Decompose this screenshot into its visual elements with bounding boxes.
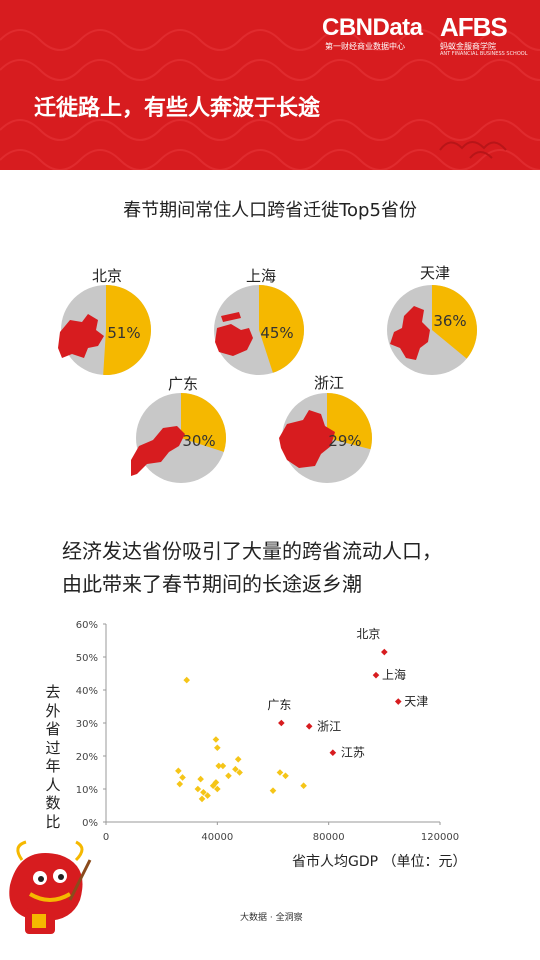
lion-dance-mascot: [9, 840, 92, 934]
pie-percent-label: 29%: [328, 432, 361, 450]
y-axis-label-char: 省: [45, 720, 61, 738]
province-point: [219, 762, 227, 770]
province-point: [212, 736, 220, 743]
pie-province-label: 天津: [420, 264, 451, 282]
y-axis-label-char: 过: [45, 738, 61, 757]
province-point: [183, 676, 191, 684]
pie-percent-label: 45%: [260, 324, 293, 342]
y-axis-label-char: 人: [45, 775, 61, 794]
province-map-icon: [58, 314, 104, 358]
pie-province-label: 浙江: [314, 374, 345, 392]
province-point: [225, 772, 232, 780]
province-point: [214, 744, 221, 752]
province-point: [215, 762, 223, 770]
source-footer: 大数据 · 全洞察: [240, 913, 303, 923]
x-tick-label: 80000: [313, 832, 345, 843]
province-point: [200, 789, 207, 796]
highlight-point: [394, 698, 402, 705]
y-tick-label: 20%: [76, 752, 98, 763]
pie-1: 51%: [58, 285, 152, 375]
y-axis-label-char: 年: [45, 757, 61, 775]
province-point: [269, 787, 277, 794]
province-map-icon: [279, 410, 335, 468]
province-map-icon: [215, 312, 253, 356]
province-point: [282, 772, 289, 780]
afbs-logo: AFBS: [440, 12, 508, 42]
point-label: 北京: [356, 627, 380, 641]
point-label: 江苏: [341, 746, 365, 760]
y-tick-label: 0%: [82, 818, 98, 829]
x-tick-label: 120000: [421, 832, 459, 843]
pie-3: 36%: [387, 285, 477, 375]
point-label: 上海: [382, 667, 406, 682]
province-point: [276, 769, 284, 776]
pie-share-slice: [327, 393, 373, 450]
pie-share-slice: [432, 285, 477, 359]
province-point: [194, 785, 202, 793]
province-point: [175, 767, 182, 775]
page-headline: 迁徙路上，有些人奔波于长途: [34, 96, 321, 121]
pie-5: 29%: [279, 393, 373, 483]
cbndata-logo-subtitle: 第一财经商业数据中心: [325, 42, 405, 51]
highlight-point: [329, 749, 337, 756]
pie-2: 45%: [214, 285, 305, 375]
point-label: 浙江: [317, 719, 341, 733]
highlight-point: [381, 648, 388, 656]
pie-province-label: 北京: [92, 267, 123, 285]
province-point: [232, 765, 239, 773]
y-axis-label-char: 去: [45, 683, 61, 701]
y-tick-label: 30%: [76, 719, 98, 730]
province-point: [204, 792, 211, 799]
y-axis-label-char: 外: [45, 701, 61, 720]
y-tick-label: 40%: [76, 686, 98, 697]
x-tick-label: 0: [103, 832, 109, 843]
province-point: [212, 779, 220, 786]
point-label: 天津: [404, 695, 428, 709]
province-point: [300, 782, 307, 789]
pie-4: 30%: [131, 393, 227, 483]
province-map-icon: [390, 306, 430, 360]
point-label: 广东: [267, 698, 291, 712]
pie-share-slice: [181, 393, 227, 452]
cloud-pattern-decoration: [0, 29, 540, 170]
pie-section-title: 春节期间常住人口跨省迁徙Top5省份: [123, 200, 417, 221]
pie-percent-label: 51%: [107, 324, 140, 342]
pie-percent-label: 36%: [433, 312, 466, 330]
y-axis-label: 去外省过年人数比: [42, 683, 64, 831]
highlight-point: [372, 671, 380, 679]
gdp-scatter-chart: 0% 10% 20% 30% 40% 50% 60% 0 40000 80000 120000 北京上…: [76, 620, 459, 843]
pie-percent-label: 30%: [182, 432, 215, 450]
highlight-point: [278, 719, 285, 727]
x-tick-label: 40000: [201, 832, 233, 843]
afbs-logo-subtitle: 蚂蚁金服商学院: [440, 42, 496, 51]
province-point: [176, 780, 184, 788]
x-axis-label: 省市人均GDP （单位：元）: [292, 854, 467, 870]
cbndata-logo: CBNData: [322, 14, 423, 41]
province-map-icon: [131, 426, 185, 476]
pie-share-slice: [259, 285, 305, 373]
pie-province-label: 上海: [246, 267, 277, 285]
afbs-logo-subtitle-en: ANT FINANCIAL BUSINESS SCHOOL: [440, 51, 528, 57]
header-banner: CBNData 第一财经商业数据中心 AFBS 蚂蚁金服商学院 ANT FINA…: [0, 0, 540, 170]
y-tick-label: 10%: [76, 785, 98, 796]
pie-share-slice: [103, 285, 152, 375]
province-point: [179, 774, 186, 781]
province-point: [198, 795, 206, 803]
scatter-title-line-1: 经济发达省份吸引了大量的跨省流动人口，: [62, 539, 442, 563]
y-axis-label-char: 比: [45, 812, 61, 831]
province-point: [234, 756, 242, 763]
pie-province-label: 广东: [168, 375, 199, 393]
y-tick-label: 60%: [76, 620, 98, 631]
y-axis-label-char: 数: [45, 794, 61, 812]
y-tick-label: 50%: [76, 653, 98, 664]
highlight-point: [305, 723, 313, 730]
scatter-title-line-2: 由此带来了春节期间的长途返乡潮: [62, 572, 362, 596]
province-point: [197, 775, 204, 783]
